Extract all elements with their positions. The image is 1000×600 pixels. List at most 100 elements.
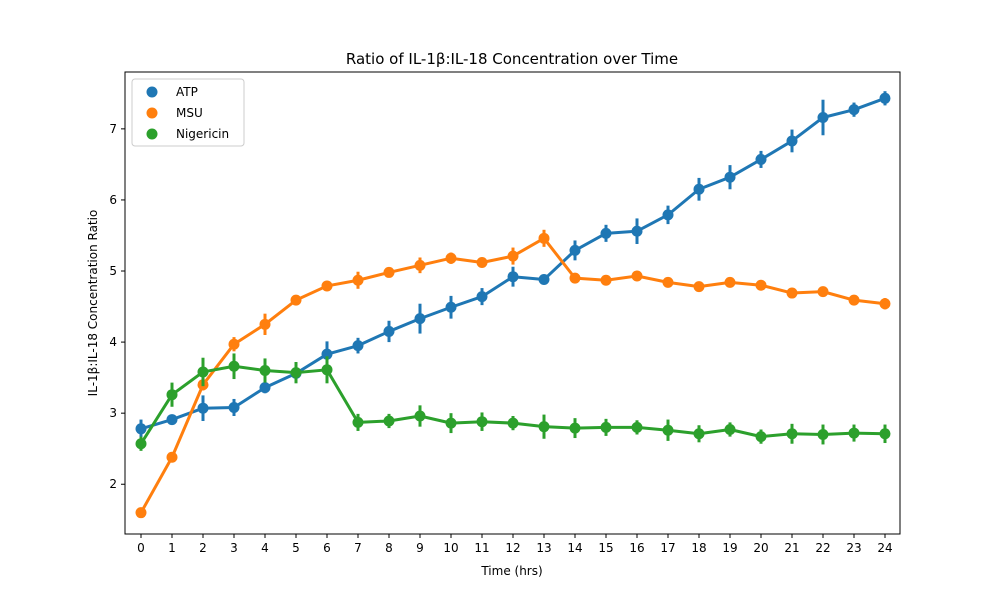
data-point bbox=[755, 279, 767, 291]
legend-item: MSU bbox=[146, 106, 203, 120]
y-axis-label: IL-1β:IL-18 Concentration Ratio bbox=[86, 210, 100, 397]
data-point bbox=[259, 365, 271, 377]
data-point bbox=[662, 276, 674, 288]
data-point bbox=[569, 244, 581, 256]
data-point bbox=[383, 266, 395, 278]
data-point bbox=[507, 250, 519, 262]
data-point bbox=[321, 348, 333, 360]
x-tick-label: 22 bbox=[815, 541, 830, 555]
data-point bbox=[755, 153, 767, 165]
data-point bbox=[724, 171, 736, 183]
data-point bbox=[693, 281, 705, 293]
data-point bbox=[848, 294, 860, 306]
data-point bbox=[135, 423, 147, 435]
data-point bbox=[879, 92, 891, 104]
data-point bbox=[321, 280, 333, 292]
x-tick-label: 8 bbox=[385, 541, 393, 555]
data-point bbox=[476, 256, 488, 268]
data-point bbox=[848, 427, 860, 439]
data-point bbox=[414, 313, 426, 325]
data-point bbox=[631, 421, 643, 433]
y-tick-label: 3 bbox=[109, 406, 117, 420]
data-point bbox=[414, 259, 426, 271]
data-point bbox=[507, 271, 519, 283]
data-point bbox=[383, 325, 395, 337]
data-point bbox=[631, 225, 643, 237]
y-tick-label: 4 bbox=[109, 335, 117, 349]
x-tick-label: 0 bbox=[137, 541, 145, 555]
x-tick-label: 7 bbox=[354, 541, 362, 555]
data-point bbox=[259, 382, 271, 394]
data-point bbox=[631, 270, 643, 282]
data-point bbox=[166, 389, 178, 401]
data-point bbox=[166, 451, 178, 463]
data-point bbox=[259, 318, 271, 330]
x-axis-label: Time (hrs) bbox=[480, 564, 542, 578]
data-point bbox=[135, 438, 147, 450]
y-axis: 2 3 4 5 6 7 bbox=[109, 122, 125, 491]
y-tick-label: 7 bbox=[109, 122, 117, 136]
data-point bbox=[538, 274, 550, 286]
y-tick-label: 6 bbox=[109, 193, 117, 207]
data-point bbox=[600, 274, 612, 286]
data-point bbox=[538, 232, 550, 244]
data-point bbox=[507, 417, 519, 429]
legend-item: ATP bbox=[146, 85, 198, 99]
x-tick-label: 11 bbox=[474, 541, 489, 555]
data-point bbox=[693, 183, 705, 195]
x-tick-label: 4 bbox=[261, 541, 269, 555]
data-point bbox=[383, 415, 395, 427]
x-tick-label: 2 bbox=[199, 541, 207, 555]
series-nigericin bbox=[135, 353, 891, 451]
x-tick-label: 3 bbox=[230, 541, 238, 555]
x-tick-label: 19 bbox=[722, 541, 737, 555]
x-tick-label: 6 bbox=[323, 541, 331, 555]
data-point bbox=[755, 431, 767, 443]
legend: ATP MSU Nigericin bbox=[131, 78, 245, 147]
legend-marker bbox=[146, 107, 158, 119]
x-tick-label: 21 bbox=[784, 541, 799, 555]
data-point bbox=[476, 416, 488, 428]
x-tick-label: 15 bbox=[598, 541, 613, 555]
data-point bbox=[135, 507, 147, 519]
data-point bbox=[352, 274, 364, 286]
data-point bbox=[445, 252, 457, 264]
x-tick-label: 23 bbox=[846, 541, 861, 555]
plot-area bbox=[124, 71, 901, 535]
x-tick-label: 12 bbox=[505, 541, 520, 555]
data-point bbox=[817, 286, 829, 298]
data-point bbox=[352, 340, 364, 352]
x-tick-label: 17 bbox=[660, 541, 675, 555]
data-point bbox=[786, 287, 798, 299]
data-point bbox=[569, 422, 581, 434]
data-point bbox=[786, 428, 798, 440]
legend-label: Nigericin bbox=[176, 127, 229, 141]
y-tick-label: 5 bbox=[109, 264, 117, 278]
x-tick-label: 13 bbox=[536, 541, 551, 555]
x-tick-label: 18 bbox=[691, 541, 706, 555]
x-tick-label: 10 bbox=[443, 541, 458, 555]
data-point bbox=[724, 276, 736, 288]
data-point bbox=[228, 338, 240, 350]
data-point bbox=[817, 428, 829, 440]
x-tick-label: 9 bbox=[416, 541, 424, 555]
data-point bbox=[817, 111, 829, 123]
chart-title: Ratio of IL-1β:IL-18 Concentration over … bbox=[346, 50, 678, 68]
legend-marker bbox=[146, 86, 158, 98]
data-point bbox=[197, 366, 209, 378]
x-tick-label: 1 bbox=[168, 541, 176, 555]
legend-item: Nigericin bbox=[146, 127, 229, 141]
data-point bbox=[693, 428, 705, 440]
data-point bbox=[662, 424, 674, 436]
data-point bbox=[879, 428, 891, 440]
data-point bbox=[569, 272, 581, 284]
data-point bbox=[166, 414, 178, 426]
data-point bbox=[786, 135, 798, 147]
x-tick-label: 5 bbox=[292, 541, 300, 555]
data-point bbox=[414, 410, 426, 422]
x-axis: 0 1 2 3 4 5 6 7 8 9 10 11 12 13 14 15 16 17 18 19 20 21 22 23 24 bbox=[137, 534, 893, 555]
data-point bbox=[879, 298, 891, 310]
data-point bbox=[724, 424, 736, 436]
data-point bbox=[290, 294, 302, 306]
